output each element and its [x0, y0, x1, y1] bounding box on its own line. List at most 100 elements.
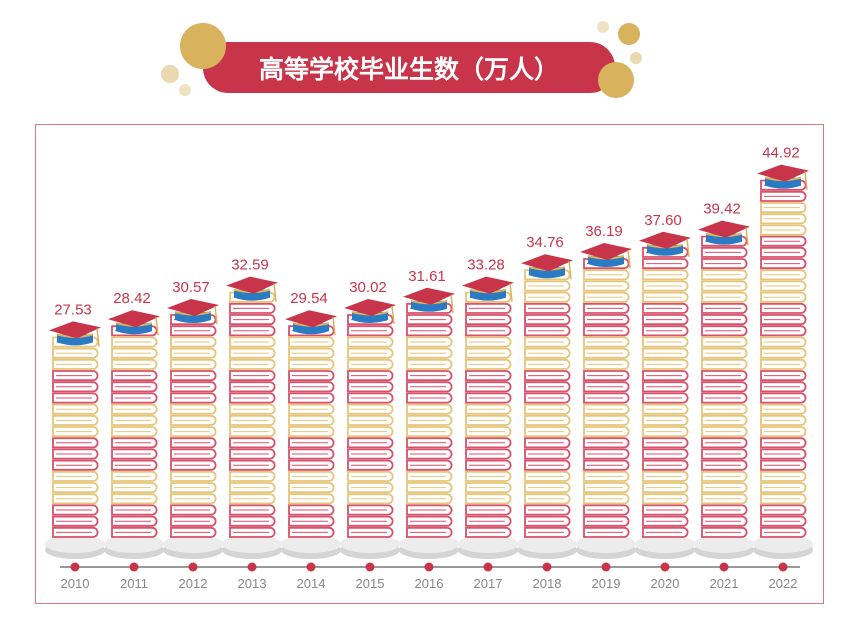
book — [288, 426, 335, 438]
book — [111, 493, 158, 505]
book — [347, 336, 394, 348]
book — [760, 202, 807, 214]
book — [229, 482, 276, 494]
cap-tassel — [96, 328, 100, 347]
book — [170, 426, 217, 438]
pedestal-top — [458, 535, 518, 553]
book — [760, 504, 807, 516]
book — [170, 414, 217, 426]
book — [465, 392, 512, 404]
book — [347, 526, 394, 538]
book — [760, 213, 807, 225]
book — [347, 437, 394, 449]
axis-dot — [719, 562, 729, 572]
book — [229, 336, 276, 348]
cap-tassel — [273, 283, 277, 302]
cap-board — [226, 276, 278, 294]
graduation-cap-icon — [226, 276, 278, 302]
book — [229, 358, 276, 370]
book — [524, 403, 571, 415]
value-label: 39.42 — [703, 201, 741, 218]
book — [701, 325, 748, 337]
cap-board — [698, 220, 750, 238]
book — [347, 493, 394, 505]
book — [170, 504, 217, 516]
graduation-cap-icon — [757, 164, 809, 190]
book — [288, 392, 335, 404]
book — [583, 381, 630, 393]
book — [347, 403, 394, 415]
book — [760, 392, 807, 404]
book — [170, 381, 217, 393]
bar-2016: 31.61 2016 — [399, 268, 459, 591]
x-tick-label: 2017 — [474, 576, 503, 591]
axis-dot — [247, 562, 257, 572]
value-label: 36.19 — [585, 223, 623, 240]
book — [760, 190, 807, 202]
book — [524, 358, 571, 370]
chart-frame — [35, 124, 824, 604]
pedestal-top — [222, 535, 282, 553]
book — [701, 381, 748, 393]
book — [170, 515, 217, 527]
book — [406, 526, 453, 538]
book — [524, 493, 571, 505]
bar-2013: 32.59 2013 — [222, 257, 282, 591]
book — [642, 482, 689, 494]
x-tick-label: 2019 — [592, 576, 621, 591]
cap-board — [757, 164, 809, 182]
book — [583, 426, 630, 438]
book — [583, 347, 630, 359]
decor-circle — [598, 62, 634, 98]
book — [52, 414, 99, 426]
decor-circle — [161, 65, 179, 83]
book — [642, 291, 689, 303]
book — [465, 448, 512, 460]
book — [583, 269, 630, 281]
x-tick-label: 2013 — [238, 576, 267, 591]
book — [288, 336, 335, 348]
cap-board — [108, 310, 160, 328]
book — [347, 358, 394, 370]
book — [288, 403, 335, 415]
pedestal-top — [45, 535, 105, 553]
book — [465, 370, 512, 382]
cap-tassel — [568, 261, 572, 280]
book — [524, 347, 571, 359]
cap-tassel — [214, 305, 218, 325]
book — [524, 291, 571, 303]
book — [583, 314, 630, 326]
book — [642, 347, 689, 359]
book — [465, 437, 512, 449]
book — [583, 291, 630, 303]
book — [229, 403, 276, 415]
book — [347, 448, 394, 460]
book — [111, 414, 158, 426]
book — [229, 448, 276, 460]
book — [465, 381, 512, 393]
x-tick-label: 2010 — [61, 576, 90, 591]
book — [465, 336, 512, 348]
book — [288, 381, 335, 393]
graduation-cap-icon — [285, 310, 337, 336]
book — [583, 459, 630, 471]
book — [347, 381, 394, 393]
pedestal-top — [163, 535, 223, 553]
book — [406, 392, 453, 404]
x-tick-label: 2018 — [533, 576, 562, 591]
book — [760, 336, 807, 348]
book — [583, 470, 630, 482]
book — [760, 381, 807, 393]
value-label: 28.42 — [113, 290, 151, 307]
book — [170, 370, 217, 382]
book — [760, 246, 807, 258]
book — [111, 381, 158, 393]
book — [347, 426, 394, 438]
value-label: 32.59 — [231, 257, 269, 274]
value-label: 34.76 — [526, 234, 564, 251]
book — [52, 381, 99, 393]
book — [111, 336, 158, 348]
book — [701, 493, 748, 505]
book — [52, 370, 99, 382]
book — [583, 358, 630, 370]
